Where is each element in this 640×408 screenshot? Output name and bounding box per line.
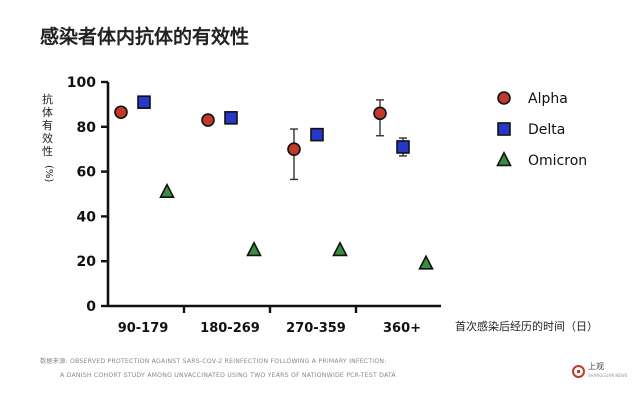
chart-title: 感染者体内抗体的有效性: [40, 26, 250, 48]
legend-omicron-marker: [496, 151, 512, 167]
legend-alpha-marker: [497, 91, 511, 105]
publisher-logo: 上观 SHANGGUAN NEWS: [572, 362, 627, 380]
omicron-point: [246, 241, 262, 257]
y-tick-label: 40: [77, 209, 97, 225]
y-axis-label: 抗体有效性: [42, 92, 53, 158]
source-line1: OBSERVED PROTECTION AGAINST SARS-COV-2 R…: [70, 358, 387, 365]
y-tick-label: 20: [77, 254, 97, 270]
logo-sub: SHANGGUAN NEWS: [588, 373, 628, 378]
y-tick-label: 60: [77, 165, 97, 181]
alpha-point: [287, 142, 301, 156]
delta-point: [396, 140, 410, 154]
source-line2: A DANISH COHORT STUDY AMONG UNVACCINATED…: [60, 372, 396, 379]
logo-name: 上观: [588, 362, 604, 371]
legend-delta-marker: [497, 122, 511, 136]
source-note: 数据来源: OBSERVED PROTECTION AGAINST SARS-C…: [40, 355, 396, 383]
y-tick-label: 0: [86, 299, 96, 315]
x-axis-label: 首次感染后经历的时间（日）: [455, 319, 598, 333]
omicron-point: [159, 182, 175, 198]
delta-point: [310, 127, 324, 142]
x-tick-label: 360+: [383, 321, 421, 336]
y-tick-label: 80: [77, 120, 97, 136]
logo-icon: [572, 364, 585, 378]
omicron-point: [418, 254, 434, 270]
y-axis-unit: (%): [43, 165, 54, 182]
x-tick-label: 180-269: [200, 321, 260, 336]
x-tick-label: 90-179: [118, 321, 169, 336]
delta-point: [224, 111, 238, 125]
alpha-point: [201, 113, 215, 127]
alpha-point: [373, 106, 387, 121]
data-marks: [114, 95, 434, 270]
y-ticks: 0 20 40 60 80 100: [67, 75, 108, 315]
source-label: 数据来源:: [40, 358, 68, 365]
delta-point: [137, 95, 151, 109]
legend-delta-label: Delta: [528, 122, 565, 138]
legend-alpha-label: Alpha: [528, 91, 568, 107]
legend: Alpha Delta Omicron: [496, 91, 587, 169]
legend-omicron-label: Omicron: [528, 153, 587, 169]
omicron-point: [332, 241, 348, 257]
y-tick-label: 100: [67, 75, 96, 91]
alpha-point: [114, 105, 128, 120]
x-ticks: 90-179 180-269 270-359 360+: [118, 306, 421, 336]
x-tick-label: 270-359: [286, 321, 346, 336]
